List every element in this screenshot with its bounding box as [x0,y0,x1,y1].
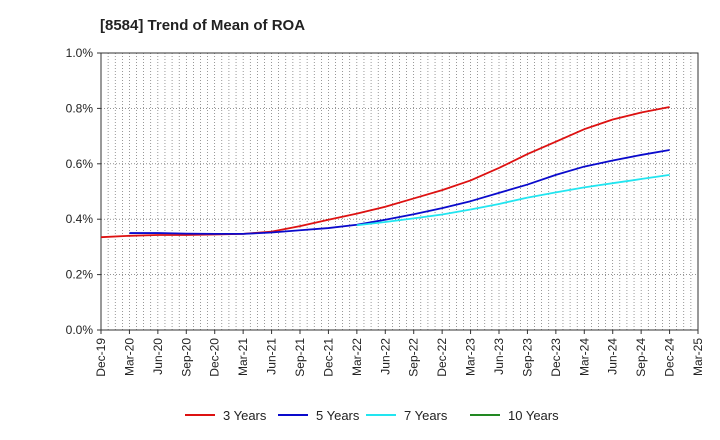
x-tick-label: Jun-20 [151,338,165,375]
legend-label: 10 Years [508,408,559,423]
y-tick-label: 0.8% [66,101,94,115]
x-tick-label: Sep-24 [634,338,648,377]
x-tick-label: Mar-25 [691,338,705,376]
x-tick-label: Jun-21 [265,338,279,375]
x-tick-label: Dec-19 [94,338,108,377]
legend-label: 5 Years [316,408,360,423]
x-tick-label: Mar-24 [577,338,591,376]
x-tick-label: Dec-21 [321,338,335,377]
x-tick-label: Sep-20 [179,338,193,377]
series-line [129,149,670,235]
series-line [100,106,670,239]
x-tick-label: Jun-23 [492,338,506,375]
x-tick-label: Mar-21 [236,338,250,376]
x-tick-label: Dec-24 [663,338,677,377]
x-tick-label: Sep-23 [520,338,534,377]
x-tick-label: Mar-22 [350,338,364,376]
series-line [356,173,670,227]
chart-title: [8584] Trend of Mean of ROA [100,17,305,34]
x-tick-label: Jun-22 [378,338,392,375]
x-tick-label: Mar-20 [122,338,136,376]
y-tick-label: 0.2% [66,268,94,282]
y-tick-label: 0.4% [66,212,94,226]
legend-label: 7 Years [404,408,448,423]
x-tick-label: Dec-22 [435,338,449,377]
x-tick-label: Mar-23 [464,338,478,376]
y-tick-label: 0.0% [66,323,94,337]
x-tick-label: Sep-21 [293,338,307,377]
plot-frame [100,52,699,331]
legend: 3 Years 5 Years 7 Years 10 Years [185,408,559,423]
x-tick-label: Jun-24 [606,338,620,375]
y-tick-label: 0.6% [66,157,94,171]
y-tick-label: 1.0% [66,46,94,60]
x-tick-label: Dec-20 [208,338,222,377]
x-tick-label: Sep-22 [407,338,421,377]
plot-area: 0.0% 0.2% 0.4% 0.6% 0.8% 1.0% Dec-19 Mar-20 Jun-… [66,46,705,377]
x-tick-label: Dec-23 [549,338,563,377]
legend-label: 3 Years [223,408,267,423]
